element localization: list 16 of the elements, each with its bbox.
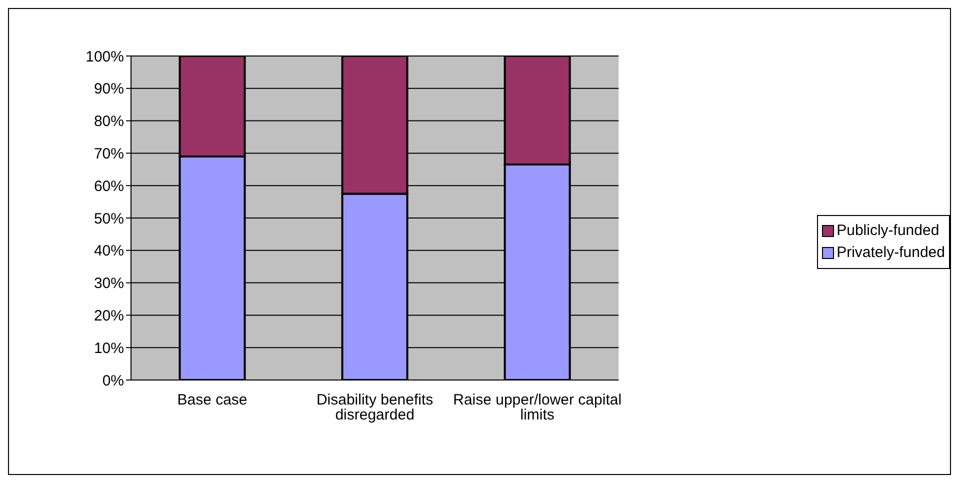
y-tick-label: 80% [94,113,124,130]
y-tick-label: 40% [94,242,124,260]
x-tick-label: Base case [177,392,248,409]
x-tick-label: Raise upper/lower capital limits [453,392,622,424]
y-tick-label: 30% [94,275,124,292]
y-tick-label: 90% [94,80,124,98]
y-tick-label: 0% [102,372,124,390]
y-tick-label: 20% [94,308,124,325]
x-tick-label: Disability benefits disregarded [316,392,434,424]
y-tick-label: 50% [94,210,124,228]
y-tick-label: 70% [94,146,124,163]
y-tick-label: 10% [94,340,124,357]
legend-label: Publicly-funded [836,220,940,240]
y-tick-label: 60% [94,178,124,195]
legend-label: Privately-funded [836,242,945,262]
y-tick-label: 100% [86,48,124,66]
